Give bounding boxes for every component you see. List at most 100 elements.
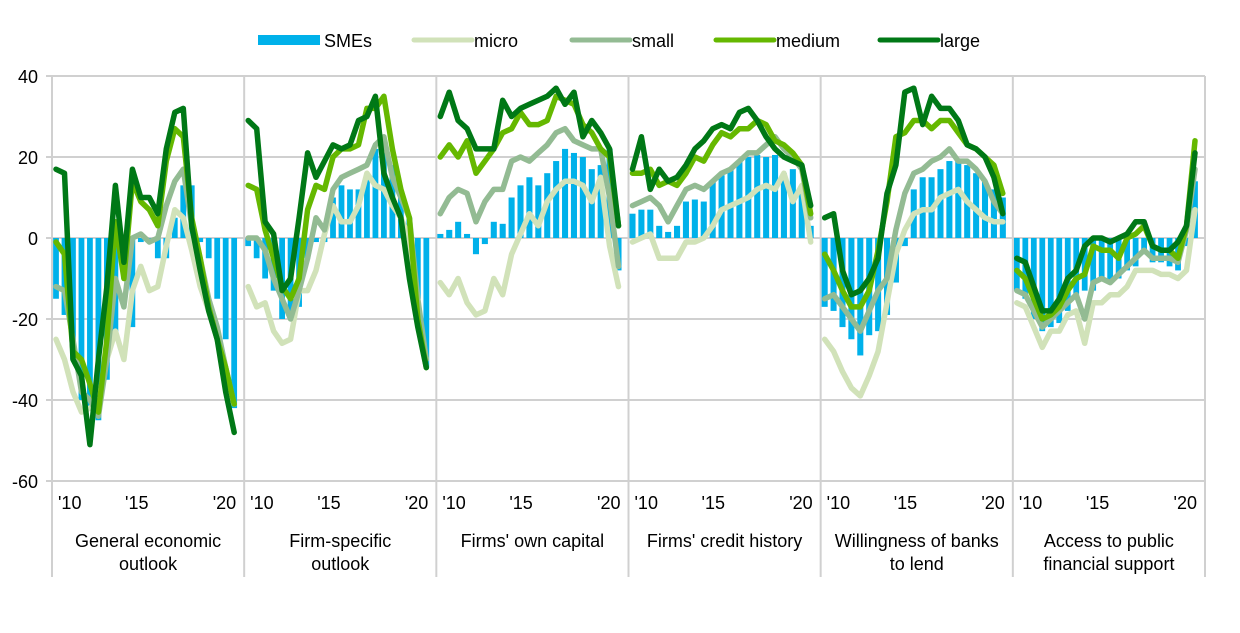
bar-smes bbox=[562, 148, 569, 238]
bar-smes bbox=[464, 233, 471, 238]
bar-smes bbox=[579, 157, 586, 238]
bar-smes bbox=[1107, 238, 1114, 283]
bar-smes bbox=[508, 197, 515, 238]
line-micro bbox=[1014, 206, 1198, 351]
bar-smes bbox=[1064, 238, 1071, 311]
category-label: outlook bbox=[119, 554, 178, 574]
bar-smes bbox=[154, 238, 161, 259]
bar-smes bbox=[1090, 238, 1097, 291]
category-label: Firms' own capital bbox=[461, 531, 604, 551]
bar-smes bbox=[709, 181, 716, 238]
legend-item-large: large bbox=[877, 31, 980, 51]
bar-smes bbox=[780, 173, 787, 238]
bar-smes bbox=[222, 238, 229, 340]
bar-smes bbox=[180, 185, 187, 238]
panel-5: '10 '15 '20 Willingness of banks to lend bbox=[821, 85, 1006, 574]
y-tick-label: -60 bbox=[12, 472, 38, 492]
legend-item-medium: medium bbox=[713, 31, 840, 51]
bar-smes bbox=[1039, 238, 1046, 332]
bar-smes bbox=[446, 229, 453, 238]
bar-smes bbox=[214, 238, 221, 299]
x-tick-label: '20 bbox=[213, 493, 236, 513]
panel-4: '10 '15 '20 Firms' credit history bbox=[629, 105, 814, 551]
panel-3: '10 '15 '20 Firms' own capital bbox=[437, 85, 622, 551]
bar-smes bbox=[1124, 238, 1131, 271]
legend-label: small bbox=[632, 31, 674, 51]
bar-smes bbox=[472, 238, 479, 255]
bar-smes bbox=[197, 238, 204, 243]
bar-smes bbox=[414, 238, 421, 299]
line-micro bbox=[821, 186, 1006, 399]
legend-item-smes: SMEs bbox=[258, 31, 372, 51]
legend-label: medium bbox=[776, 31, 840, 51]
y-tick-label: -40 bbox=[12, 391, 38, 411]
bar-smes bbox=[95, 238, 102, 421]
bar-smes bbox=[981, 181, 989, 238]
bar-smes bbox=[381, 152, 387, 238]
line-micro bbox=[437, 174, 622, 318]
bar-smes bbox=[1132, 238, 1139, 267]
category-label: Firm-specific bbox=[289, 531, 391, 551]
bar-smes bbox=[330, 197, 336, 238]
bar-smes bbox=[821, 238, 828, 307]
x-tick-label: '20 bbox=[405, 493, 428, 513]
y-tick-label: 40 bbox=[18, 67, 38, 87]
panel-2: '10 '15 '20 Firm-specific outlook bbox=[245, 93, 430, 574]
bar-smes bbox=[875, 238, 882, 332]
bar-smes bbox=[674, 225, 681, 238]
line-large bbox=[1014, 150, 1198, 314]
bar-smes bbox=[1056, 238, 1063, 324]
bar-smes bbox=[455, 221, 462, 238]
x-tick-label: '15 bbox=[125, 493, 148, 513]
bar-smes bbox=[973, 173, 980, 238]
bar-smes bbox=[245, 238, 252, 247]
bar-smes bbox=[364, 173, 370, 238]
bar-smes bbox=[656, 225, 663, 238]
bar-smes bbox=[955, 161, 962, 238]
bar-smes bbox=[937, 169, 944, 238]
bar-smes bbox=[1081, 238, 1088, 291]
bar-smes bbox=[772, 154, 779, 238]
bar-smes bbox=[839, 238, 846, 328]
bar-smes bbox=[517, 185, 524, 238]
bar-smes bbox=[253, 238, 260, 259]
category-label: General economic bbox=[75, 531, 221, 551]
bar-smes bbox=[1183, 238, 1190, 247]
bar-smes bbox=[1013, 238, 1020, 291]
x-tick-label: '10 bbox=[635, 493, 658, 513]
bar-smes bbox=[1149, 238, 1156, 263]
bar-smes bbox=[437, 233, 444, 238]
legend-label: micro bbox=[474, 31, 518, 51]
bar-smes bbox=[999, 197, 1006, 238]
bar-smes bbox=[78, 238, 85, 400]
legend-label: SMEs bbox=[324, 31, 372, 51]
y-tick-label: 0 bbox=[28, 229, 38, 249]
line-large bbox=[245, 93, 430, 371]
bar-smes bbox=[423, 238, 430, 368]
x-tick-label: '15 bbox=[1086, 493, 1109, 513]
x-tick-label: '15 bbox=[317, 493, 340, 513]
bar-smes bbox=[857, 238, 864, 356]
x-tick-label: '15 bbox=[509, 493, 532, 513]
x-tick-label: '20 bbox=[789, 493, 812, 513]
line-small bbox=[821, 146, 1006, 334]
bar-smes bbox=[171, 217, 178, 238]
bar-smes bbox=[638, 209, 645, 238]
bar-smes bbox=[946, 161, 953, 238]
bar-smes bbox=[87, 238, 93, 409]
bar-smes bbox=[798, 189, 805, 238]
bar-smes bbox=[526, 177, 533, 238]
line-large bbox=[53, 105, 237, 448]
category-label: outlook bbox=[311, 554, 370, 574]
legend-item-micro: micro bbox=[411, 31, 518, 51]
bar-smes bbox=[718, 175, 725, 238]
line-small bbox=[1014, 166, 1198, 330]
bar-smes bbox=[647, 209, 654, 238]
category-label: financial support bbox=[1043, 554, 1174, 574]
y-tick-label: -20 bbox=[12, 310, 38, 330]
bar-smes bbox=[231, 238, 238, 409]
bar-smes bbox=[763, 157, 770, 238]
legend: SMEs micro small medium large bbox=[258, 31, 980, 51]
y-tick-label: 20 bbox=[18, 148, 38, 168]
